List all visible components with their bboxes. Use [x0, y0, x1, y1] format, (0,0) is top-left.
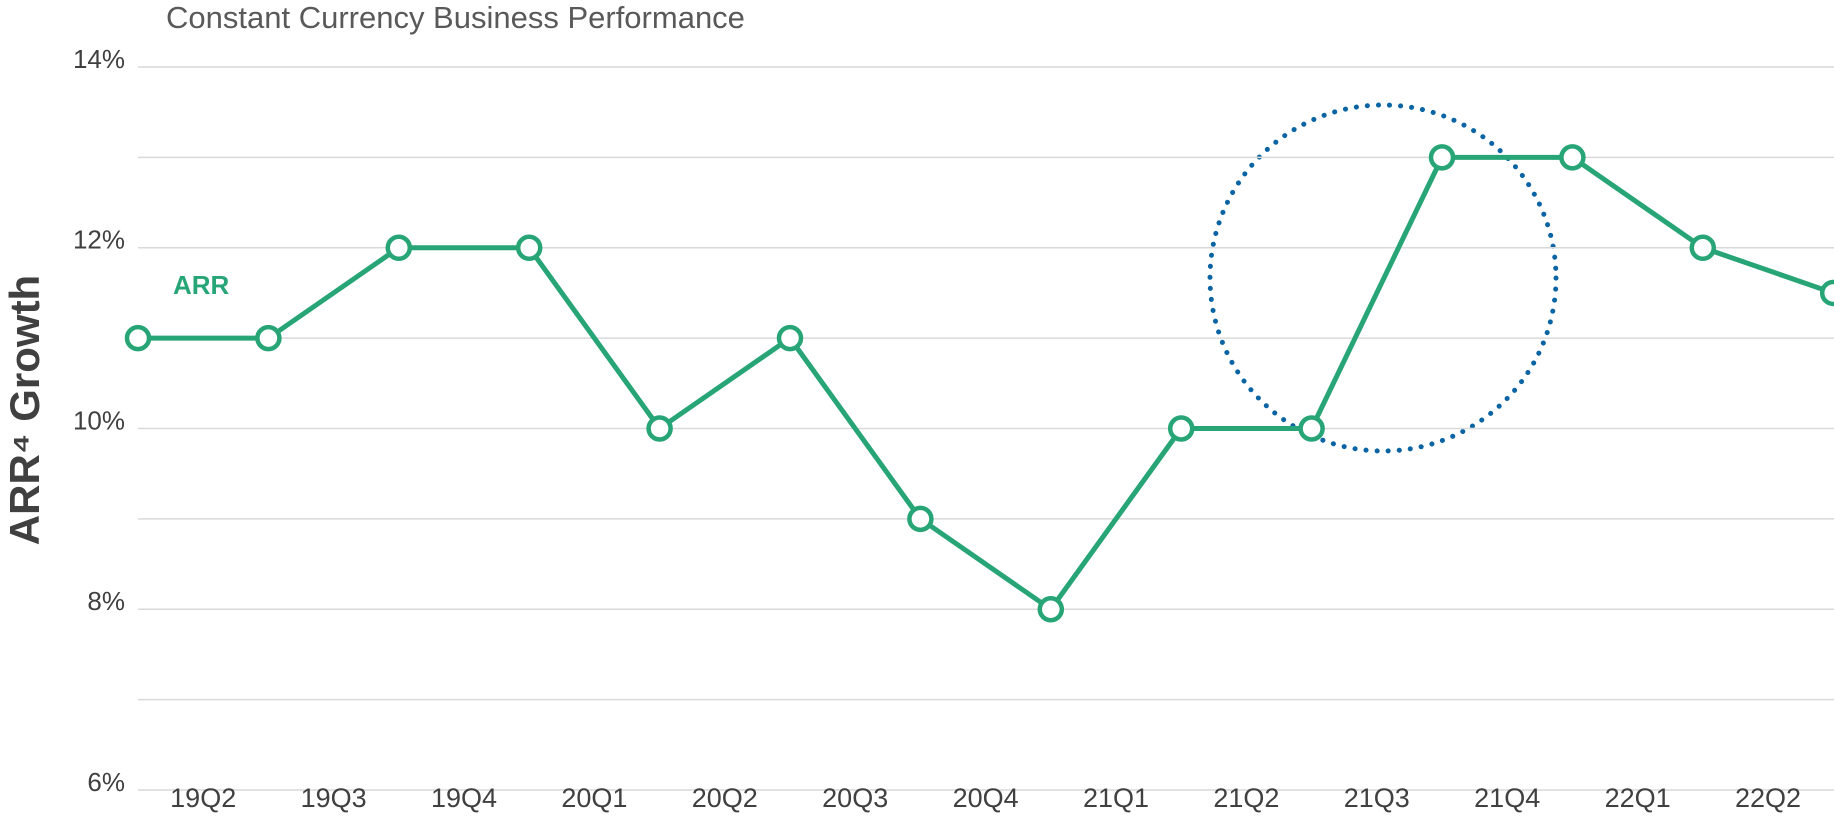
data-point [1167, 415, 1195, 442]
data-point [255, 324, 282, 352]
series-label: ARR [173, 270, 230, 300]
y-tick-label: 14% [73, 44, 125, 74]
chart-title: Constant Currency Business Performance [166, 0, 745, 35]
x-tick-label: 20Q4 [953, 783, 1019, 813]
x-tick-label: 19Q2 [170, 783, 236, 813]
series-line [138, 154, 1834, 612]
x-tick-label: 21Q1 [1083, 783, 1149, 813]
y-tick-label: 8% [87, 586, 125, 616]
data-point [385, 234, 413, 261]
x-tick-label: 20Q1 [561, 783, 627, 813]
data-point [907, 505, 934, 533]
data-point [1559, 144, 1586, 171]
data-point [124, 324, 152, 352]
data-point [1037, 596, 1065, 623]
y-tick-label: 10% [73, 405, 125, 435]
data-point [646, 415, 673, 442]
data-point [515, 234, 543, 261]
data-point [1819, 279, 1834, 307]
y-axis-label: ARR⁴ Growth [1, 275, 48, 545]
x-tick-label: 20Q3 [822, 783, 888, 813]
x-tick-label: 19Q4 [431, 783, 497, 813]
y-tick-label: 6% [87, 767, 125, 797]
data-point [1298, 415, 1325, 442]
highlight-circle [1207, 102, 1559, 454]
data-point [1689, 234, 1717, 261]
data-point [776, 324, 804, 352]
y-tick-label: 12% [73, 225, 125, 255]
x-tick-label: 21Q3 [1344, 783, 1410, 813]
data-point [1428, 144, 1456, 171]
x-tick-label: 20Q2 [692, 783, 758, 813]
grid [138, 66, 1834, 791]
x-tick-label: 19Q3 [301, 783, 367, 813]
x-tick-label: 22Q2 [1735, 783, 1801, 813]
x-tick-label: 22Q1 [1605, 783, 1671, 813]
x-tick-label: 21Q4 [1474, 783, 1540, 813]
x-tick-label: 21Q2 [1213, 783, 1279, 813]
